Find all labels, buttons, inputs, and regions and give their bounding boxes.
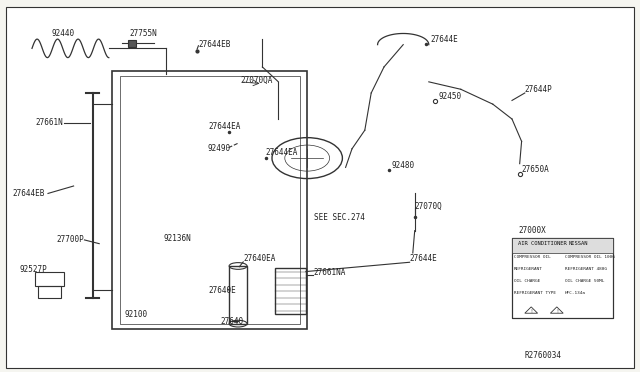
Text: 27755N: 27755N — [129, 29, 157, 38]
Text: HFC-134a: HFC-134a — [565, 291, 586, 295]
Bar — [512, 238, 613, 253]
Text: 27640E: 27640E — [208, 286, 236, 295]
Text: COMPRESSOR OIL: COMPRESSOR OIL — [514, 256, 550, 259]
Text: R2760034: R2760034 — [525, 351, 562, 360]
Text: 27650A: 27650A — [522, 165, 549, 174]
Text: 92136N: 92136N — [163, 234, 191, 243]
Bar — [275, 268, 306, 314]
Text: 27070QA: 27070QA — [240, 76, 273, 84]
Bar — [512, 238, 613, 318]
Text: 27644EB: 27644EB — [198, 40, 231, 49]
Text: 27640EA: 27640EA — [243, 254, 276, 263]
Text: 92480: 92480 — [392, 161, 415, 170]
Text: AIR CONDITIONER: AIR CONDITIONER — [518, 241, 567, 246]
Bar — [120, 76, 300, 324]
Text: !: ! — [556, 309, 558, 314]
Text: 92527P: 92527P — [19, 265, 47, 274]
Text: !: ! — [530, 309, 532, 314]
Text: REFRIGERANT: REFRIGERANT — [514, 267, 543, 271]
Text: 27661NA: 27661NA — [314, 268, 346, 277]
Text: 27644EA: 27644EA — [208, 122, 241, 131]
Text: NISSAN: NISSAN — [568, 241, 588, 246]
Text: 92490: 92490 — [208, 144, 231, 153]
Text: 92100: 92100 — [125, 310, 148, 319]
Text: 92440: 92440 — [51, 29, 74, 38]
Bar — [112, 71, 307, 329]
Bar — [35, 272, 64, 286]
Text: 27070Q: 27070Q — [415, 202, 442, 211]
Text: 27644E: 27644E — [410, 254, 437, 263]
Text: COMPRESSOR OIL 100G: COMPRESSOR OIL 100G — [565, 256, 615, 259]
Text: REFRIGERANT TYPE: REFRIGERANT TYPE — [514, 291, 556, 295]
Bar — [38, 286, 61, 298]
Text: 27644EA: 27644EA — [266, 148, 298, 157]
Text: REFRIGERANT 480G: REFRIGERANT 480G — [565, 267, 607, 271]
Text: 27700P: 27700P — [56, 235, 84, 244]
Text: 27644EB: 27644EB — [13, 189, 45, 198]
Text: 27640: 27640 — [221, 317, 244, 326]
Text: OIL CHARGE 50ML: OIL CHARGE 50ML — [565, 279, 605, 283]
Text: 27000X: 27000X — [518, 226, 546, 235]
Text: 27661N: 27661N — [35, 118, 63, 127]
Bar — [512, 238, 613, 318]
Bar — [229, 266, 247, 324]
Text: 92450: 92450 — [438, 92, 461, 101]
Text: OIL CHARGE: OIL CHARGE — [514, 279, 540, 283]
Text: 27644E: 27644E — [430, 35, 458, 44]
Bar — [128, 40, 136, 46]
Text: 27644P: 27644P — [525, 85, 552, 94]
Text: SEE SEC.274: SEE SEC.274 — [314, 213, 364, 222]
